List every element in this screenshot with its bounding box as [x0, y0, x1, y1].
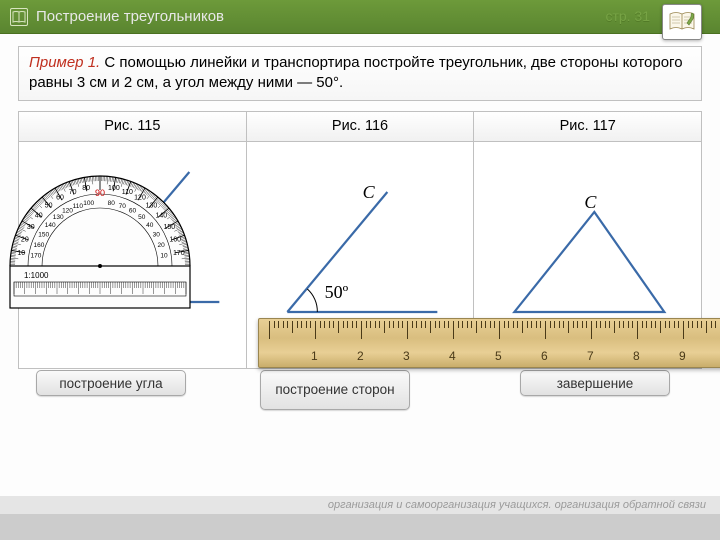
- svg-text:20: 20: [21, 237, 29, 244]
- svg-text:130: 130: [146, 203, 158, 210]
- vertex-C: C: [584, 192, 596, 213]
- svg-text:150: 150: [38, 232, 49, 239]
- svg-text:110: 110: [122, 189, 133, 196]
- svg-text:60: 60: [56, 195, 64, 202]
- svg-text:50: 50: [138, 214, 146, 221]
- svg-text:100: 100: [108, 185, 120, 192]
- book-badge[interactable]: [662, 4, 702, 40]
- footer: организация и самоорганизация учащихся. …: [0, 496, 720, 540]
- svg-text:10: 10: [160, 253, 168, 260]
- vertex-C: C: [363, 182, 375, 203]
- svg-text:40: 40: [35, 213, 43, 220]
- svg-text:80: 80: [108, 200, 116, 207]
- footer-text: организация и самоорганизация учащихся. …: [328, 499, 706, 511]
- button-label: построение угла: [59, 376, 162, 391]
- svg-text:40: 40: [146, 222, 154, 229]
- svg-text:100: 100: [83, 200, 94, 207]
- svg-text:30: 30: [27, 224, 35, 231]
- step-button-angle[interactable]: построение угла: [36, 370, 186, 396]
- svg-text:90: 90: [95, 188, 105, 198]
- svg-text:130: 130: [53, 214, 64, 221]
- example-text: С помощью линейки и транспортира построй…: [29, 54, 683, 91]
- svg-text:170: 170: [173, 250, 185, 257]
- ruler: 12345678910: [258, 318, 720, 368]
- button-label: построение сторон: [275, 383, 394, 398]
- scale-label: 1:1000: [24, 271, 49, 280]
- svg-text:70: 70: [119, 203, 127, 210]
- svg-text:110: 110: [73, 203, 84, 210]
- panel-title: Рис. 117: [474, 112, 701, 142]
- example-box: Пример 1. С помощью линейки и транспорти…: [18, 46, 702, 101]
- svg-text:70: 70: [69, 189, 77, 196]
- panel-title: Рис. 115: [19, 112, 246, 142]
- svg-text:170: 170: [31, 253, 42, 260]
- svg-text:140: 140: [155, 213, 167, 220]
- svg-text:20: 20: [157, 242, 165, 249]
- page-title: Построение треугольников: [36, 8, 224, 25]
- svg-text:10: 10: [17, 250, 25, 257]
- svg-text:60: 60: [129, 208, 137, 215]
- panel-title: Рис. 116: [247, 112, 474, 142]
- page-reference: стр. 31: [605, 8, 650, 24]
- svg-text:160: 160: [169, 237, 181, 244]
- svg-text:150: 150: [163, 224, 175, 231]
- book-outline-icon: [10, 8, 28, 26]
- button-label: завершение: [557, 376, 634, 391]
- protractor: 1017020160301504014050130601207011080100…: [0, 174, 210, 314]
- step-button-finish[interactable]: завершение: [520, 370, 670, 396]
- svg-text:50: 50: [45, 203, 53, 210]
- open-book-icon: [668, 11, 696, 33]
- angle-label: 50º: [325, 282, 349, 303]
- svg-text:30: 30: [153, 232, 161, 239]
- svg-text:80: 80: [82, 185, 90, 192]
- svg-text:160: 160: [33, 242, 44, 249]
- step-button-sides[interactable]: построение сторон: [260, 370, 410, 410]
- example-lead: Пример 1.: [29, 54, 100, 71]
- svg-text:120: 120: [134, 195, 146, 202]
- svg-text:140: 140: [45, 222, 56, 229]
